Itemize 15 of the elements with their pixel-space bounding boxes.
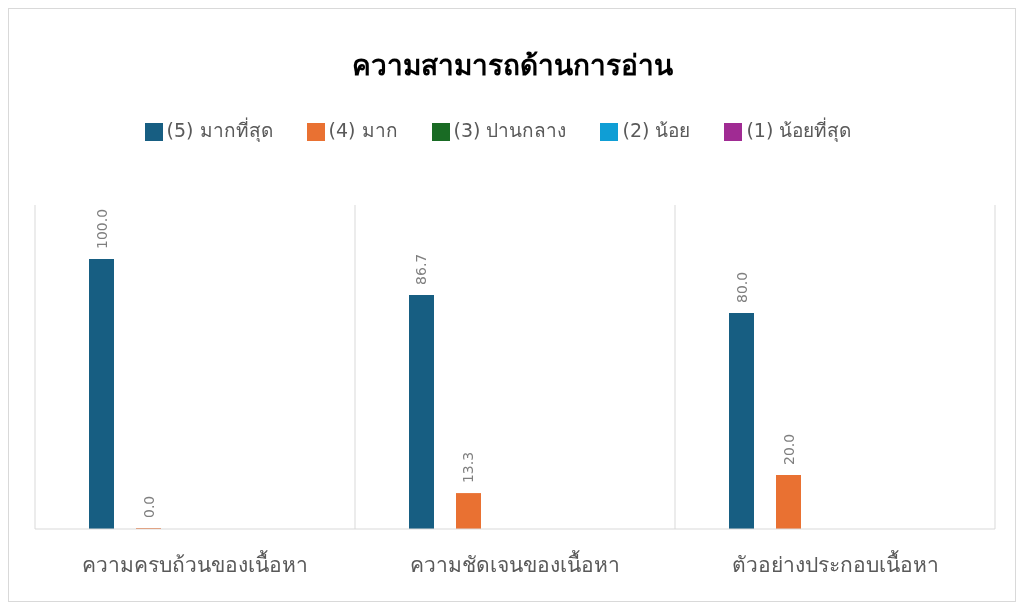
x-tick-label: ความครบถ้วนของเนื้อหา bbox=[82, 549, 308, 577]
data-label: 80.0 bbox=[733, 271, 750, 303]
chart-title: ความสามารถด้านการอ่าน bbox=[350, 48, 674, 84]
data-label: 0.0 bbox=[140, 495, 157, 518]
x-tick-label: ความชัดเจนของเนื้อหา bbox=[410, 549, 620, 577]
legend-label: (1) น้อยที่สุด bbox=[746, 119, 852, 141]
legend-label: (2) น้อย bbox=[622, 119, 691, 141]
legend-label: (3) ปานกลาง bbox=[453, 119, 567, 141]
legend-label: (4) มาก bbox=[328, 119, 398, 141]
data-label: 100.0 bbox=[93, 208, 110, 249]
data-label: 86.7 bbox=[413, 253, 430, 285]
legend-label: (5) มากที่สุด bbox=[166, 119, 273, 141]
data-label: 13.3 bbox=[460, 451, 477, 484]
x-tick-label: ตัวอย่างประกอบเนื้อหา bbox=[731, 549, 939, 577]
data-label: 20.0 bbox=[780, 433, 797, 465]
